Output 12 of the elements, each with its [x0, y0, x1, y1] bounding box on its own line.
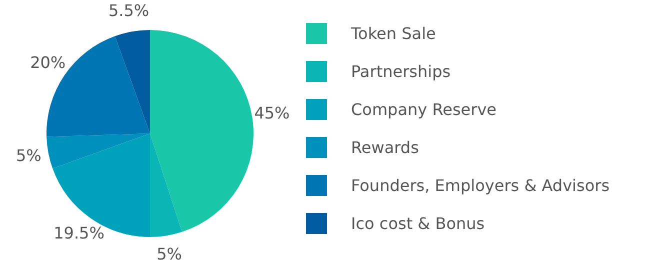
legend-label: Company Reserve — [351, 100, 497, 118]
legend-label: Founders, Employers & Advisors — [351, 176, 610, 194]
data-label: 19.5% — [54, 224, 104, 243]
data-label: 20% — [30, 53, 66, 72]
legend-label: Rewards — [351, 138, 419, 156]
legend-label: Ico cost & Bonus — [351, 214, 485, 232]
data-label: 5% — [156, 244, 182, 264]
data-label: 45% — [254, 103, 290, 122]
legend-label: Partnerships — [351, 62, 451, 80]
legend-label: Token Sale — [351, 24, 436, 42]
data-label: 5.5% — [108, 0, 150, 20]
data-label: 5% — [16, 146, 42, 165]
